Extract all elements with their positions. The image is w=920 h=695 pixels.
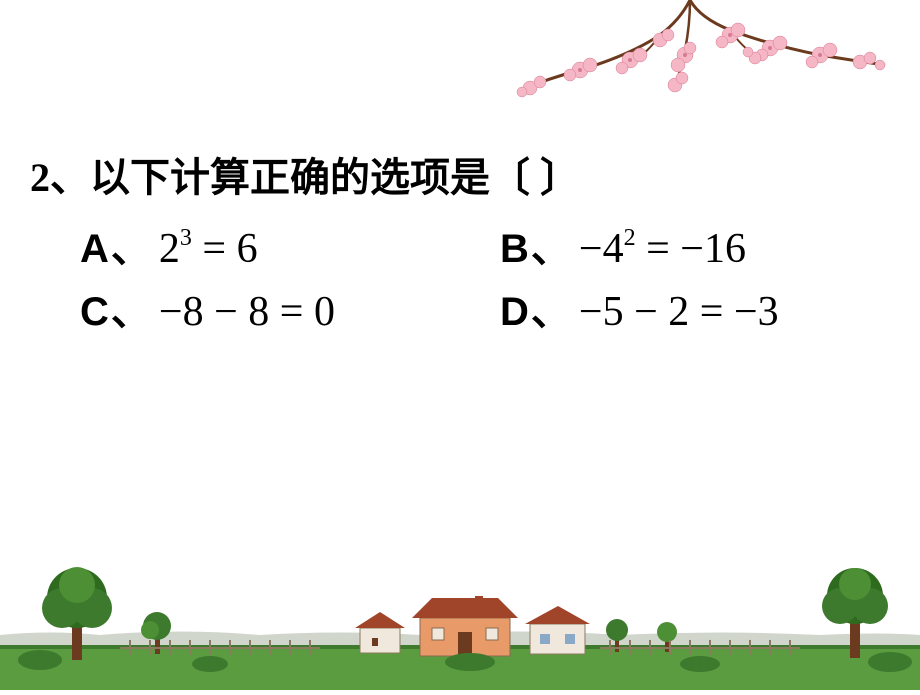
option-d: D、−5 − 2 = −3: [500, 279, 779, 337]
option-c-label: C: [80, 290, 109, 335]
option-a: A、23 = 6: [80, 216, 500, 274]
option-a-expr: 23 = 6: [159, 225, 258, 273]
options-container: A、23 = 6 B、−42 = −16 C、−8 − 8 = 0 D、−5 −…: [30, 216, 890, 337]
option-b: B、−42 = −16: [500, 216, 746, 274]
option-row-1: A、23 = 6 B、−42 = −16: [80, 216, 890, 274]
question-text: 2、以下计算正确的选项是〔 〕: [30, 150, 890, 206]
question-number: 2: [30, 155, 50, 200]
houses-icon: [355, 596, 590, 656]
question-body: 以下计算正确的选项是〔 〕: [90, 155, 580, 200]
option-c-expr: −8 − 8 = 0: [159, 288, 335, 336]
option-b-expr: −42 = −16: [579, 225, 746, 273]
option-b-sep: 、: [531, 216, 571, 274]
option-b-label: B: [500, 227, 529, 272]
option-d-sep: 、: [531, 279, 571, 337]
option-c: C、−8 − 8 = 0: [80, 279, 500, 337]
option-d-expr: −5 − 2 = −3: [579, 288, 779, 336]
option-c-sep: 、: [111, 279, 151, 337]
footer-illustration: [0, 560, 920, 690]
question-separator: 、: [50, 155, 90, 200]
option-a-sep: 、: [111, 216, 151, 274]
option-d-label: D: [500, 290, 529, 335]
option-row-2: C、−8 − 8 = 0 D、−5 − 2 = −3: [80, 279, 890, 337]
cherry-blossom-decoration: [490, 0, 890, 120]
question-content: 2、以下计算正确的选项是〔 〕 A、23 = 6 B、−42 = −16 C、−…: [30, 150, 890, 342]
option-a-label: A: [80, 227, 109, 272]
